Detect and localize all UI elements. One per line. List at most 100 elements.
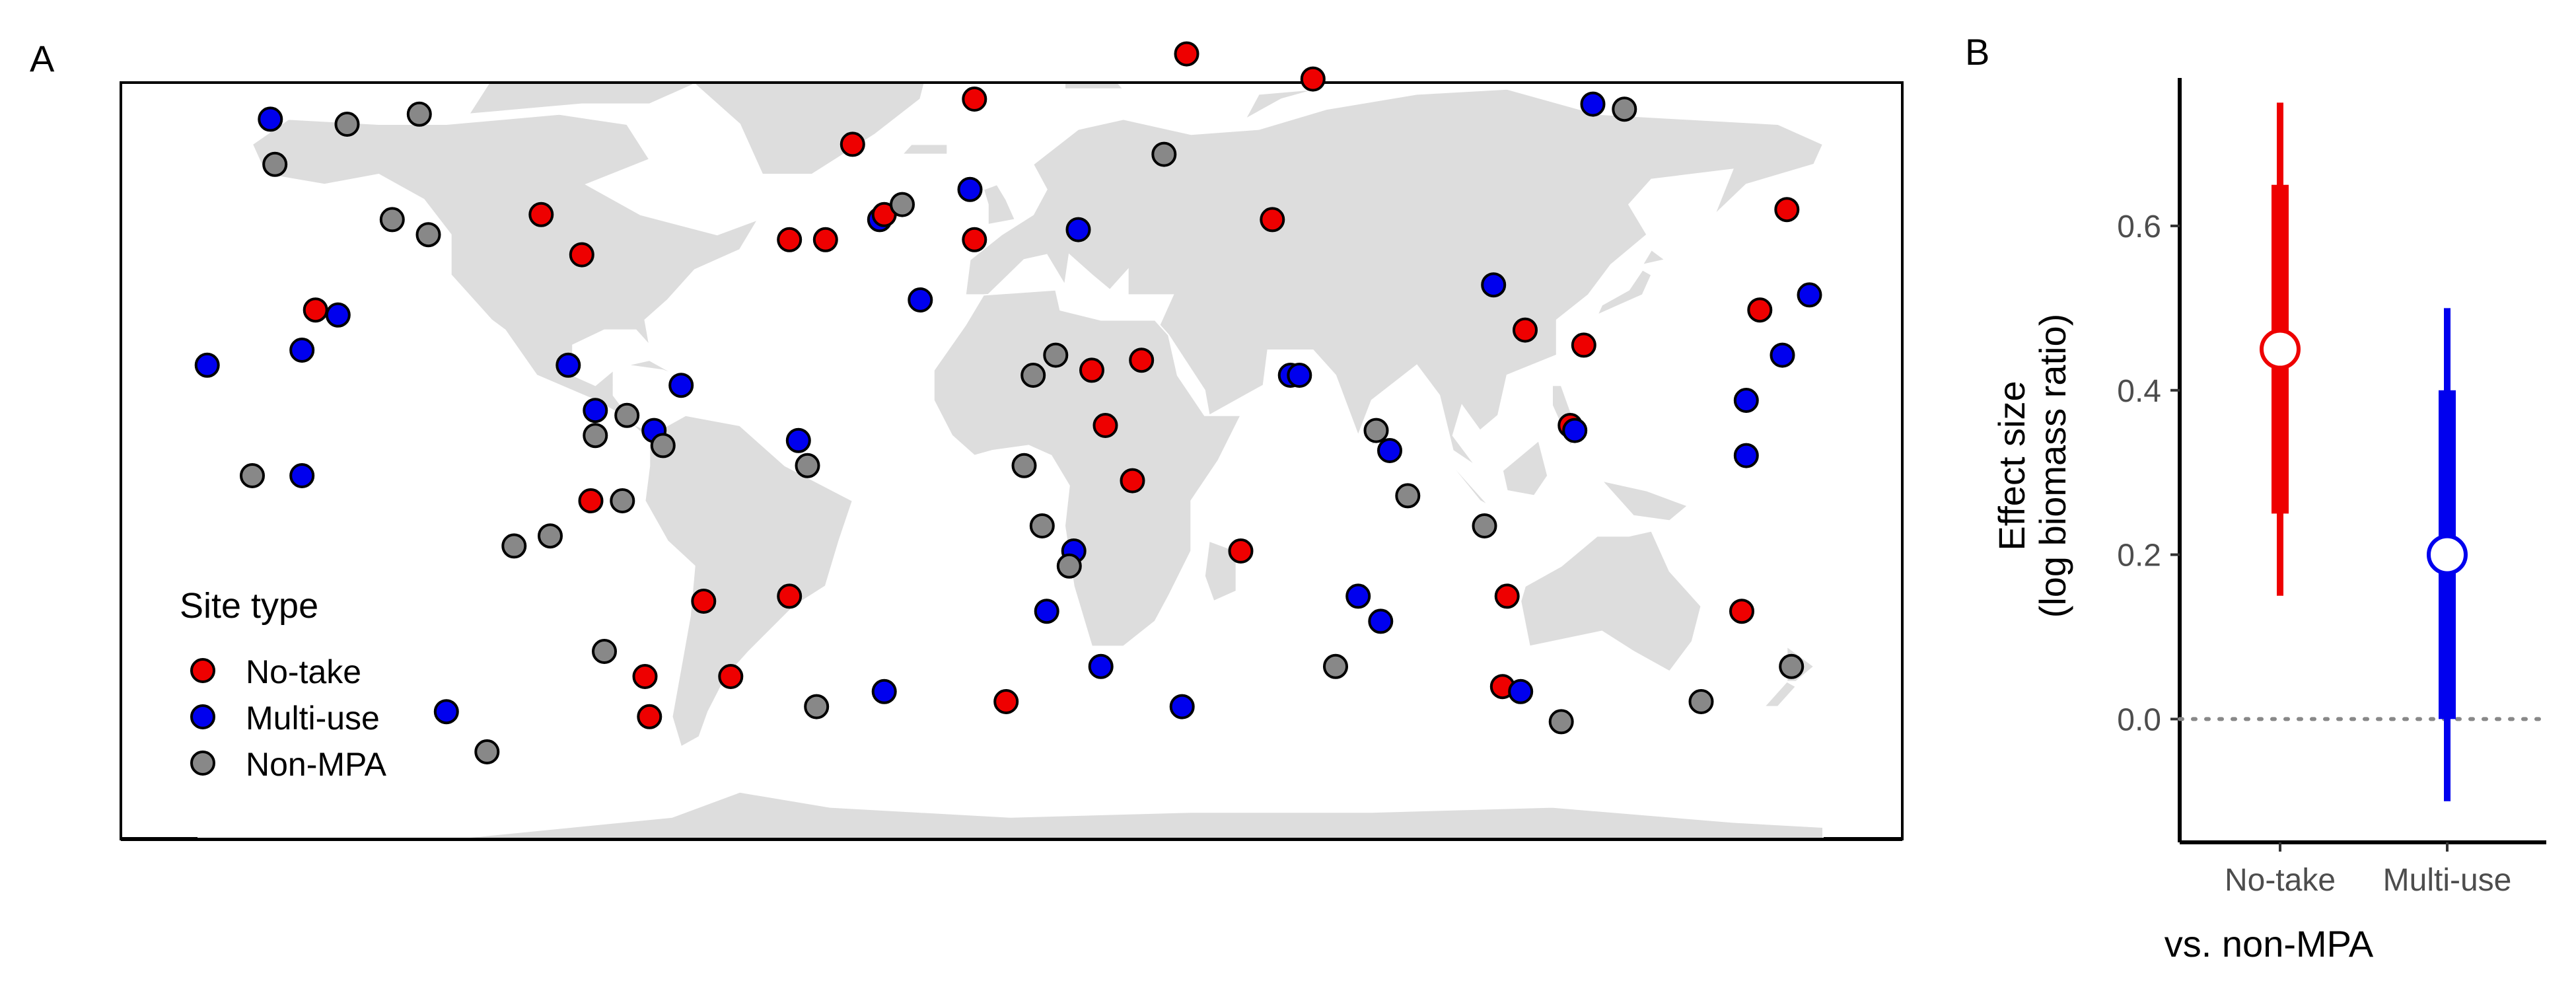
site-point	[1092, 413, 1118, 438]
site-point	[718, 664, 744, 689]
site-point	[1688, 689, 1714, 714]
site-point	[1548, 709, 1574, 735]
legend-label: Non-MPA	[246, 746, 387, 783]
site-point	[993, 689, 1019, 714]
site-point	[1472, 513, 1497, 538]
site-point	[777, 227, 803, 252]
site-point	[1079, 357, 1104, 383]
site-point	[325, 302, 351, 328]
site-point	[1368, 608, 1394, 634]
y-tick-label: 0.4	[2117, 374, 2161, 409]
land-shape	[693, 84, 925, 175]
site-point	[1733, 443, 1759, 468]
effect-size-panel: 0.0 0.2 0.4 0.6 No-take Multi-use vs. non-MPA…	[1991, 78, 2548, 965]
land-shape	[1520, 530, 1702, 673]
site-point	[637, 704, 662, 729]
site-point	[777, 583, 803, 609]
site-point	[1747, 297, 1773, 323]
site-point	[578, 488, 604, 513]
site-point	[795, 453, 820, 478]
site-point	[1345, 583, 1371, 609]
site-point	[1797, 282, 1822, 308]
site-point	[1029, 513, 1055, 538]
site-point	[289, 338, 315, 363]
land-shape	[964, 88, 1824, 466]
site-point	[1513, 317, 1538, 343]
land-masses	[197, 84, 1824, 838]
site-point	[433, 699, 459, 725]
site-point	[890, 192, 915, 217]
site-point	[1494, 583, 1520, 609]
site-point	[957, 176, 983, 202]
site-point	[1395, 483, 1421, 509]
land-shape	[1762, 680, 1797, 708]
site-point	[1774, 197, 1800, 223]
site-point	[262, 151, 288, 177]
site-points	[194, 41, 1822, 764]
site-point	[785, 427, 811, 453]
land-shape	[1641, 248, 1667, 266]
site-point	[1088, 653, 1114, 679]
land-shape	[900, 143, 948, 155]
site-point	[555, 352, 581, 378]
site-point	[1571, 332, 1596, 358]
map-panel: Site type No-take Multi-use Non-MPA	[120, 41, 1904, 841]
site-point	[592, 639, 617, 664]
site-point	[1151, 141, 1177, 167]
site-type-legend: Site type No-take Multi-use Non-MPA	[180, 586, 387, 783]
site-point	[610, 488, 635, 513]
site-point	[583, 423, 608, 449]
site-point	[194, 352, 220, 378]
site-point	[569, 242, 594, 268]
site-point	[474, 739, 500, 764]
site-point	[1034, 599, 1059, 624]
site-point	[415, 222, 441, 248]
land-shape	[1064, 84, 1126, 90]
site-point	[528, 202, 554, 227]
site-point	[1020, 363, 1046, 388]
site-point	[240, 463, 265, 488]
land-shape	[982, 183, 1017, 226]
site-point	[1770, 342, 1795, 368]
x-tick-label: No-take	[2225, 863, 2336, 898]
site-point	[962, 227, 987, 252]
site-point	[840, 131, 865, 157]
site-point	[1228, 538, 1254, 564]
site-point	[1580, 91, 1606, 117]
site-point	[1779, 653, 1805, 679]
site-point	[804, 694, 830, 719]
site-point	[1043, 342, 1069, 368]
legend-label: No-take	[246, 653, 361, 690]
x-tick-label: Multi-use	[2383, 863, 2512, 898]
legend-swatch	[190, 751, 215, 776]
site-point	[1065, 217, 1091, 242]
site-point	[1733, 388, 1759, 413]
site-point	[1129, 348, 1155, 373]
panel-label-b: B	[1965, 31, 1989, 73]
site-point	[614, 402, 640, 428]
site-point	[583, 398, 608, 423]
y-tick-label: 0.6	[2117, 209, 2161, 244]
site-point	[668, 373, 694, 398]
legend-swatch	[190, 704, 215, 729]
site-point	[871, 679, 897, 704]
land-shape	[1439, 450, 1490, 507]
site-point	[289, 463, 315, 488]
site-point	[1323, 653, 1348, 679]
y-tick-label: 0.0	[2117, 702, 2161, 737]
site-point	[908, 287, 933, 312]
site-point	[650, 433, 676, 459]
legend-swatch	[190, 658, 215, 683]
site-point	[691, 589, 717, 614]
land-shape	[1600, 479, 1689, 522]
x-axis-title: vs. non-MPA	[2165, 923, 2374, 965]
site-point	[303, 297, 328, 323]
land-shape	[1596, 269, 1653, 316]
site-point	[1377, 438, 1402, 463]
land-shape	[197, 791, 1824, 838]
site-point	[538, 523, 563, 549]
site-point	[1056, 553, 1082, 579]
land-shape	[468, 84, 697, 115]
site-point	[1562, 418, 1588, 443]
